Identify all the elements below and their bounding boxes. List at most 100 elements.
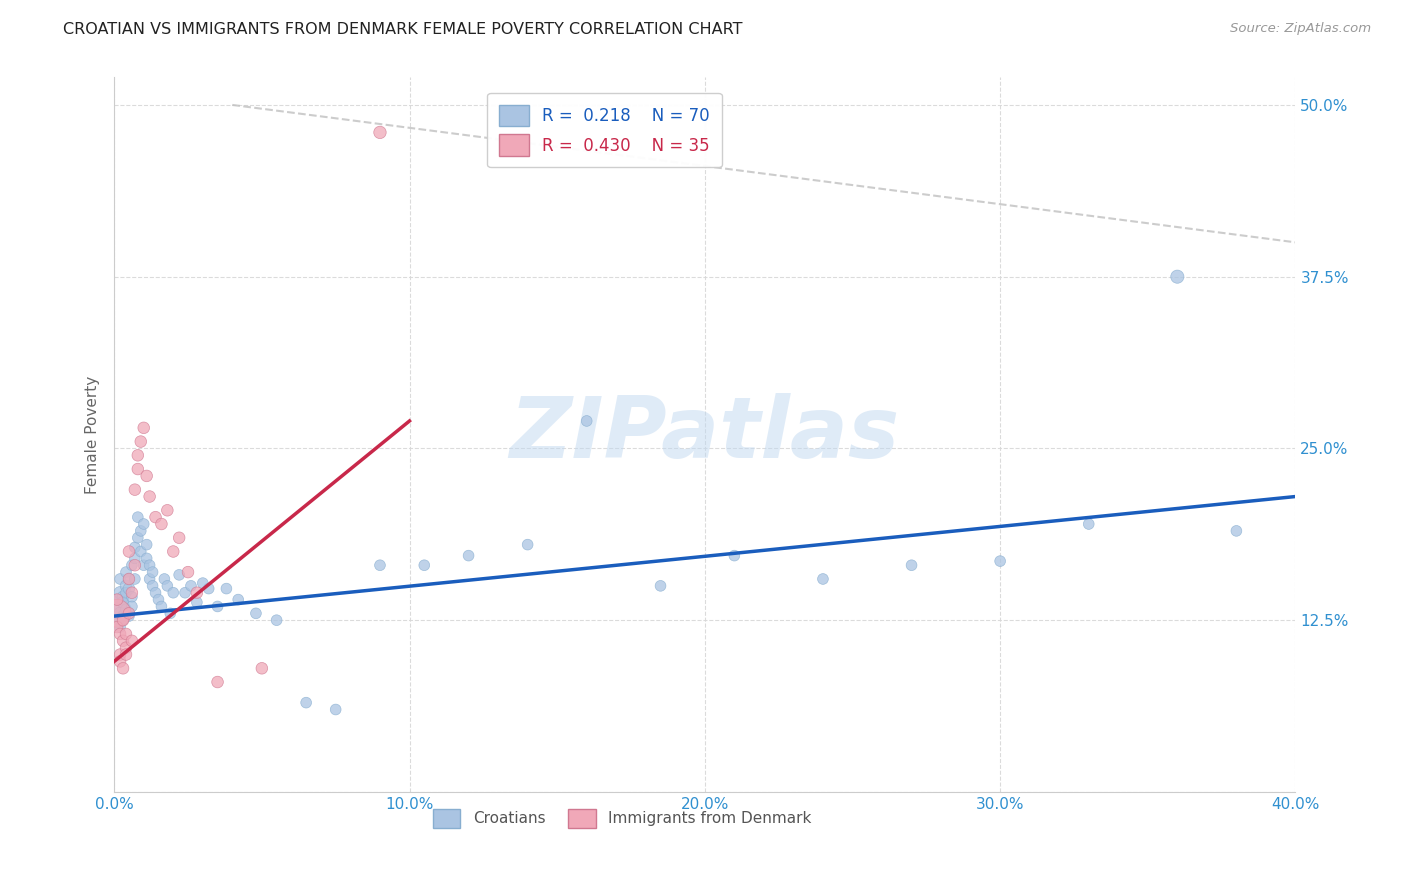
Point	[118, 609, 141, 624]
Point	[811, 572, 834, 586]
Point	[226, 592, 249, 607]
Point	[167, 531, 190, 545]
Point	[118, 607, 141, 621]
Point	[162, 544, 184, 558]
Legend: Croatians, Immigrants from Denmark: Croatians, Immigrants from Denmark	[427, 803, 817, 834]
Point	[207, 599, 229, 614]
Point	[112, 609, 135, 624]
Point	[156, 579, 179, 593]
Point	[124, 483, 146, 497]
Point	[167, 567, 190, 582]
Point	[124, 572, 146, 586]
Point	[124, 541, 146, 555]
Point	[118, 572, 141, 586]
Point	[132, 516, 155, 531]
Point	[124, 558, 146, 573]
Point	[295, 696, 318, 710]
Point	[135, 538, 157, 552]
Point	[115, 565, 138, 579]
Point	[145, 585, 167, 599]
Point	[121, 558, 143, 573]
Point	[108, 607, 131, 621]
Point	[142, 579, 165, 593]
Point	[127, 531, 149, 545]
Point	[180, 579, 202, 593]
Point	[197, 582, 219, 596]
Point	[138, 490, 160, 504]
Text: Source: ZipAtlas.com: Source: ZipAtlas.com	[1230, 22, 1371, 36]
Point	[121, 599, 143, 614]
Point	[121, 585, 143, 599]
Point	[723, 549, 745, 563]
Point	[159, 607, 181, 621]
Point	[150, 516, 173, 531]
Point	[177, 565, 200, 579]
Point	[129, 544, 152, 558]
Point	[191, 576, 214, 591]
Y-axis label: Female Poverty: Female Poverty	[86, 376, 100, 494]
Point	[174, 585, 197, 599]
Point	[368, 125, 391, 139]
Point	[207, 675, 229, 690]
Point	[413, 558, 436, 573]
Point	[127, 448, 149, 462]
Point	[1225, 524, 1247, 538]
Point	[112, 590, 135, 604]
Point	[132, 421, 155, 435]
Text: CROATIAN VS IMMIGRANTS FROM DENMARK FEMALE POVERTY CORRELATION CHART: CROATIAN VS IMMIGRANTS FROM DENMARK FEMA…	[63, 22, 742, 37]
Point	[118, 607, 141, 621]
Point	[115, 627, 138, 641]
Point	[150, 599, 173, 614]
Point	[162, 585, 184, 599]
Point	[118, 572, 141, 586]
Point	[115, 640, 138, 655]
Point	[105, 599, 128, 614]
Point	[988, 554, 1011, 568]
Point	[368, 558, 391, 573]
Point	[108, 655, 131, 669]
Point	[135, 551, 157, 566]
Point	[142, 565, 165, 579]
Point	[115, 579, 138, 593]
Point	[112, 613, 135, 627]
Point	[129, 524, 152, 538]
Point	[245, 607, 267, 621]
Point	[186, 585, 208, 599]
Point	[112, 633, 135, 648]
Point	[132, 558, 155, 573]
Point	[1077, 516, 1099, 531]
Point	[127, 510, 149, 524]
Point	[129, 434, 152, 449]
Point	[105, 620, 128, 634]
Point	[153, 572, 176, 586]
Point	[115, 602, 138, 616]
Point	[124, 551, 146, 566]
Point	[108, 648, 131, 662]
Point	[118, 582, 141, 596]
Point	[457, 549, 479, 563]
Point	[115, 585, 138, 599]
Point	[900, 558, 922, 573]
Point	[108, 572, 131, 586]
Point	[138, 572, 160, 586]
Point	[325, 702, 347, 716]
Point	[650, 579, 672, 593]
Point	[108, 585, 131, 599]
Text: ZIPatlas: ZIPatlas	[510, 393, 900, 476]
Point	[121, 633, 143, 648]
Point	[215, 582, 238, 596]
Point	[145, 510, 167, 524]
Point	[575, 414, 598, 428]
Point	[112, 661, 135, 675]
Point	[135, 469, 157, 483]
Point	[250, 661, 273, 675]
Point	[115, 648, 138, 662]
Point	[105, 607, 128, 621]
Point	[186, 595, 208, 609]
Point	[138, 558, 160, 573]
Point	[108, 620, 131, 634]
Point	[105, 592, 128, 607]
Point	[266, 613, 288, 627]
Point	[1166, 269, 1188, 284]
Point	[156, 503, 179, 517]
